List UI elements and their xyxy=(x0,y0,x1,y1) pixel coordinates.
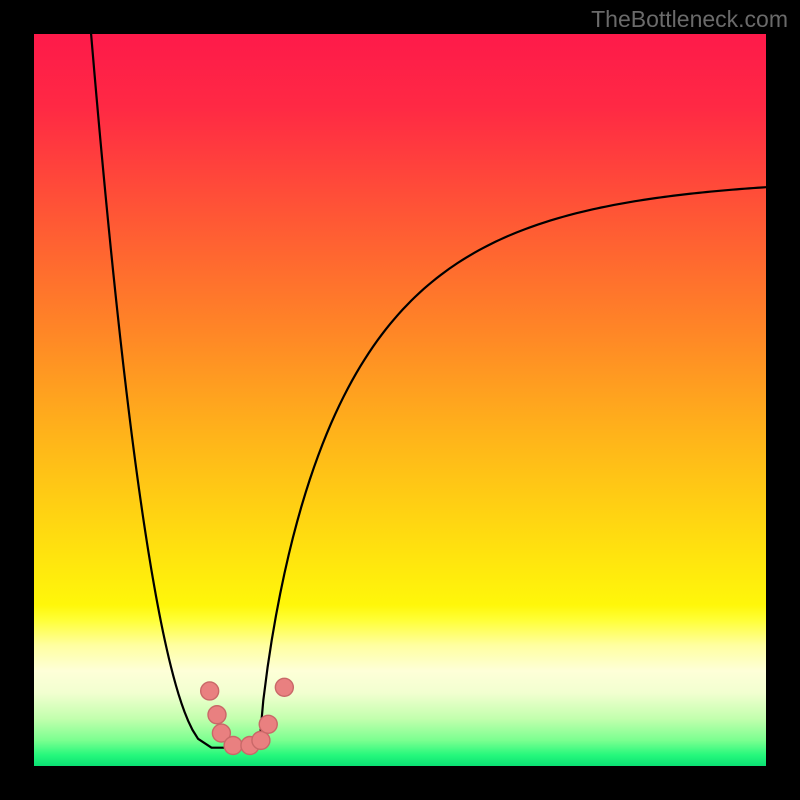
data-marker xyxy=(275,678,293,696)
data-marker xyxy=(259,715,277,733)
bottleneck-chart xyxy=(0,0,800,800)
chart-container: TheBottleneck.com xyxy=(0,0,800,800)
data-marker xyxy=(201,682,219,700)
data-marker xyxy=(252,731,270,749)
data-marker xyxy=(208,706,226,724)
data-marker xyxy=(224,737,242,755)
watermark-text: TheBottleneck.com xyxy=(591,6,788,33)
gradient-background xyxy=(34,34,766,766)
